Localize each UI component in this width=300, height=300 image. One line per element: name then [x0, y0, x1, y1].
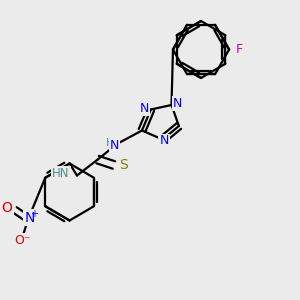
Text: H: H: [106, 138, 115, 148]
Text: N: N: [173, 97, 182, 110]
Text: F: F: [236, 43, 243, 56]
Text: O⁻: O⁻: [15, 234, 31, 248]
Text: N: N: [110, 139, 119, 152]
Text: N: N: [159, 134, 169, 148]
Text: +: +: [30, 208, 38, 219]
Text: N: N: [140, 101, 149, 115]
Text: HN: HN: [52, 167, 70, 180]
Text: S: S: [119, 158, 128, 172]
Text: O: O: [2, 202, 13, 215]
Text: N: N: [25, 211, 35, 224]
